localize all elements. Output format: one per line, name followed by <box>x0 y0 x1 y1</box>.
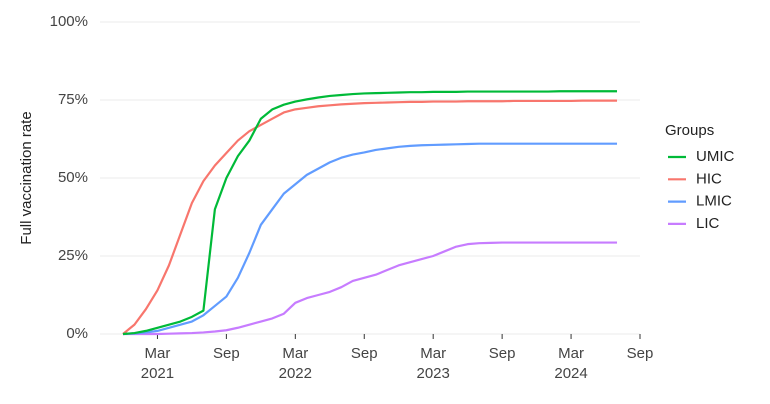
x-tick-year: 2022 <box>279 365 312 382</box>
legend-label: LIC <box>696 215 720 232</box>
x-tick-year: 2024 <box>554 365 587 382</box>
series-line <box>122 99 618 335</box>
x-tick-year: 2023 <box>417 365 450 382</box>
series-line <box>122 241 618 336</box>
y-tick-label: 0% <box>66 325 88 342</box>
y-axis-label: Full vaccination rate <box>18 111 35 244</box>
y-tick-label: 50% <box>58 169 88 186</box>
y-tick-label: 100% <box>50 13 88 30</box>
x-tick-year: 2021 <box>141 365 174 382</box>
x-tick-label: Sep <box>213 345 240 362</box>
x-tick-label: Mar <box>282 345 308 362</box>
x-tick-label: Sep <box>627 345 654 362</box>
x-tick-label: Sep <box>351 345 378 362</box>
legend-label: UMIC <box>696 148 734 165</box>
y-tick-label: 25% <box>58 247 88 264</box>
x-tick-label: Mar <box>145 345 171 362</box>
y-tick-label: 75% <box>58 91 88 108</box>
legend-label: LMIC <box>696 193 732 210</box>
legend-label: HIC <box>696 170 722 187</box>
series-line <box>122 90 618 336</box>
x-tick-label: Mar <box>558 345 584 362</box>
legend-title: Groups <box>665 122 714 139</box>
x-tick-label: Mar <box>420 345 446 362</box>
x-tick-label: Sep <box>489 345 516 362</box>
series-line <box>122 142 618 336</box>
